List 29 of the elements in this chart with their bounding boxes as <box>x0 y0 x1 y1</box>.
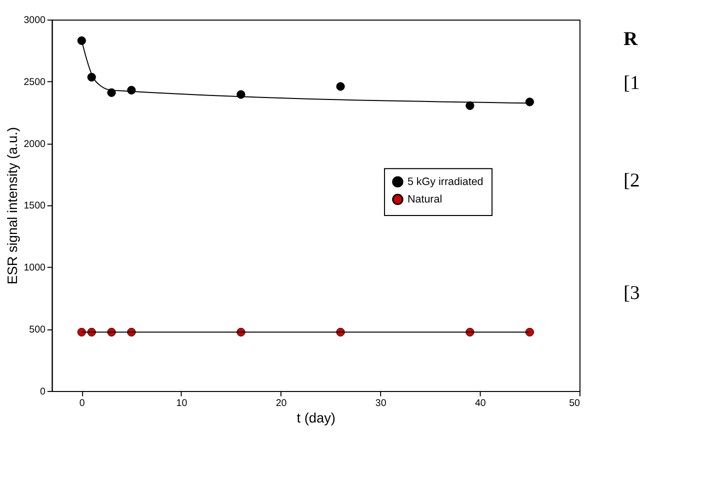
text: [3 <box>623 283 640 304</box>
y-tick-label: 3000 <box>24 15 46 26</box>
x-tick-label: 10 <box>176 398 188 410</box>
x-tick-label: 50 <box>569 398 581 410</box>
text: [2 <box>623 170 640 192</box>
point <box>466 101 474 110</box>
legend-label: Natural <box>407 193 442 206</box>
y-tick-label: 1500 <box>24 200 46 212</box>
point <box>336 82 345 91</box>
point <box>525 98 534 106</box>
x-tick-label: 30 <box>375 398 387 410</box>
y-tick-label: 500 <box>29 324 46 336</box>
point <box>236 90 246 99</box>
legend-label: 5 kGy irradiated <box>407 176 484 188</box>
text: [1 <box>623 73 640 94</box>
text: R <box>623 29 638 50</box>
x-tick-label: 20 <box>276 398 288 410</box>
x-tick-label: 40 <box>474 398 486 410</box>
point <box>77 328 86 336</box>
y-tick-label: 0 <box>40 386 46 398</box>
y-axis-title: ESR signal intensity (a.u.) <box>4 127 20 284</box>
point <box>107 88 116 97</box>
x-tick-label: 0 <box>79 398 86 410</box>
y-tick-label: 2000 <box>24 138 46 150</box>
x-axis-title: t (day) <box>296 410 336 426</box>
point <box>77 36 86 45</box>
y-tick-label: 2500 <box>24 76 46 88</box>
point <box>525 328 534 336</box>
y-tick-label: 1000 <box>24 262 46 274</box>
